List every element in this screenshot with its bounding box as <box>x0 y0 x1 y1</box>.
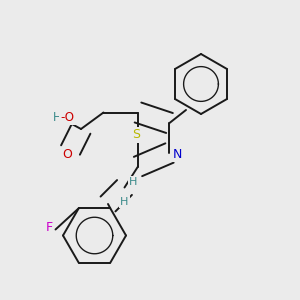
Text: -O: -O <box>61 111 74 124</box>
Text: N: N <box>172 148 182 161</box>
Text: H: H <box>129 177 138 187</box>
Text: F: F <box>46 220 53 234</box>
Text: O: O <box>63 148 72 161</box>
Text: S: S <box>133 128 140 142</box>
Text: H: H <box>120 196 129 207</box>
Text: H: H <box>52 111 62 124</box>
